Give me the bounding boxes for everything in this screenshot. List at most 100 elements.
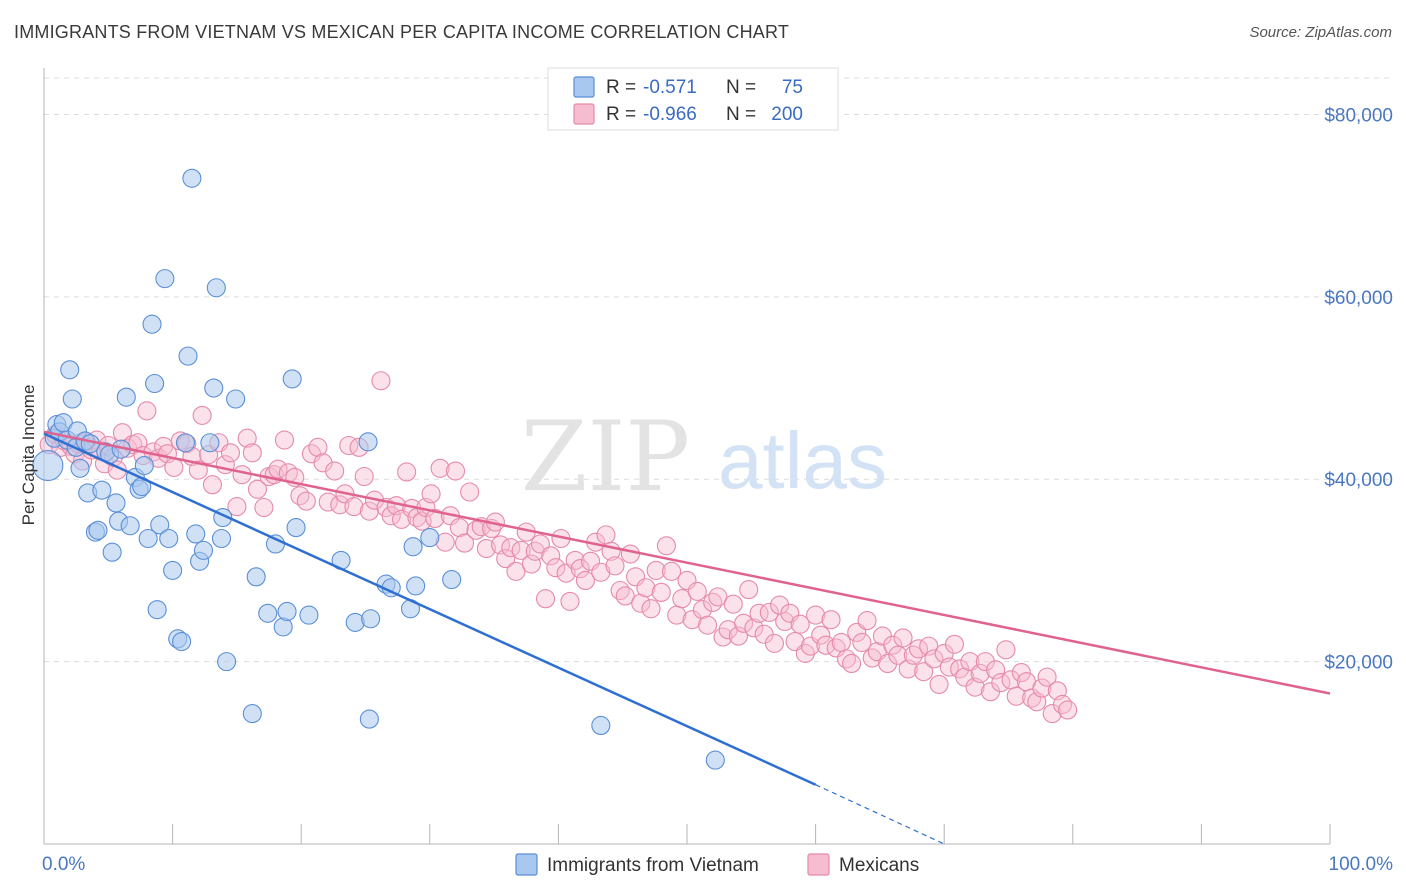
mexican-point xyxy=(325,461,345,481)
mexican-point xyxy=(188,460,208,480)
mexican-point xyxy=(708,587,728,607)
vietnam-bottom-swatch xyxy=(515,853,538,876)
vietnam-point xyxy=(242,704,262,724)
vietnam-point xyxy=(150,515,170,535)
mexican-point xyxy=(421,484,441,504)
mexican-point xyxy=(541,546,561,566)
mexican-point xyxy=(237,428,257,448)
vietnam-point xyxy=(286,518,306,538)
vietnam-point xyxy=(147,600,167,620)
stats-legend: R = -0.571 N = 75 R = -0.966 N = 200 xyxy=(547,67,839,131)
x-tick-labels: 0.0% 100.0% xyxy=(42,854,1393,875)
vietnam-point xyxy=(193,540,214,560)
mexican-point xyxy=(893,628,913,648)
x-tick-label-start: 0.0% xyxy=(42,854,85,875)
vietnam-point xyxy=(705,750,725,770)
vietnam-point xyxy=(591,715,611,736)
mexican-point xyxy=(202,475,223,495)
vietnam-point xyxy=(200,433,220,453)
y-tick-label: $40,000 xyxy=(1324,470,1393,491)
y-tick-label: $20,000 xyxy=(1324,653,1393,674)
mexican-point xyxy=(381,506,401,526)
vietnam-point xyxy=(277,601,297,622)
mexican-point xyxy=(1022,688,1042,708)
mexican-point xyxy=(330,495,350,515)
mexican-point xyxy=(591,562,611,582)
mexicans-bottom-label: Mexicans xyxy=(839,855,919,876)
mexican-point xyxy=(631,593,651,613)
vietnam-point xyxy=(282,369,302,389)
vietnam-r-value: -0.571 xyxy=(643,77,697,98)
mexican-point xyxy=(903,645,923,665)
vietnam-point xyxy=(178,346,198,366)
mexican-point xyxy=(192,405,212,425)
mexican-point xyxy=(970,663,990,684)
vietnam-point xyxy=(226,389,246,409)
mexican-point xyxy=(247,479,268,499)
vietnam-point xyxy=(358,432,378,452)
mexican-point xyxy=(354,466,374,487)
vietnam-bottom-label: Immigrants from Vietnam xyxy=(547,855,759,876)
vietnam-legend-swatch xyxy=(573,76,595,98)
mexican-point xyxy=(744,618,764,638)
mexican-point xyxy=(496,549,516,569)
vietnam-point xyxy=(145,373,165,394)
vietnam-point xyxy=(32,450,64,482)
mexican-point xyxy=(914,662,934,682)
mexican-point xyxy=(749,603,769,623)
mexican-point xyxy=(764,633,784,653)
vietnam-point xyxy=(116,387,136,407)
mexican-point xyxy=(636,578,656,598)
mexican-point xyxy=(703,592,723,612)
mexican-point xyxy=(687,581,707,601)
vietnam-point xyxy=(175,433,196,453)
vietnam-trend-extension xyxy=(815,784,945,845)
mexican-point xyxy=(254,497,274,518)
mexican-point xyxy=(1037,667,1057,687)
vietnam-point xyxy=(60,360,80,380)
vietnam-point xyxy=(406,576,426,596)
vietnam-points xyxy=(32,168,725,770)
vietnam-point xyxy=(120,516,140,536)
mexican-point xyxy=(371,371,391,391)
y-tick-label: $80,000 xyxy=(1324,105,1393,126)
chart-title: IMMIGRANTS FROM VIETNAM VS MEXICAN PER C… xyxy=(14,22,790,42)
vietnam-point xyxy=(172,632,192,652)
mexican-point xyxy=(692,600,712,620)
y-tick-labels: $20,000 $40,000 $60,000 $80,000 xyxy=(1324,105,1393,673)
watermark: ZIP atlas xyxy=(521,401,887,513)
mexican-point xyxy=(831,632,851,653)
mexican-point xyxy=(596,525,616,545)
mexican-point xyxy=(242,443,262,463)
mexican-point xyxy=(521,554,541,574)
mexicans-trend-line xyxy=(43,430,1331,695)
vietnam-point xyxy=(134,456,154,476)
vietnam-point xyxy=(246,567,266,587)
mexican-point xyxy=(290,486,310,506)
vietnam-point xyxy=(163,560,183,580)
mexican-point xyxy=(449,518,469,538)
vietnam-point xyxy=(142,314,162,334)
vietnam-point xyxy=(106,493,126,513)
mexican-point xyxy=(318,492,338,512)
vietnam-point xyxy=(159,528,179,549)
mexican-point xyxy=(466,520,486,540)
vietnam-r-label: R = xyxy=(606,77,636,98)
mexican-point xyxy=(430,458,450,478)
mexicans-legend-swatch xyxy=(573,103,595,125)
mexican-point xyxy=(296,491,316,511)
mexican-point xyxy=(878,653,898,673)
mexican-point xyxy=(575,570,595,591)
vietnam-point xyxy=(70,458,90,478)
mexican-point xyxy=(560,591,580,611)
mexicans-r-label: R = xyxy=(606,104,636,125)
mexican-point xyxy=(137,401,157,421)
mexican-point xyxy=(641,599,661,619)
mexican-point xyxy=(610,580,630,601)
mexican-point xyxy=(698,615,718,635)
vietnam-n-label: N = xyxy=(726,77,756,98)
mexican-point xyxy=(454,533,475,553)
mexican-point xyxy=(734,613,754,633)
mexicans-bottom-swatch xyxy=(807,853,830,876)
mexican-point xyxy=(605,556,625,576)
